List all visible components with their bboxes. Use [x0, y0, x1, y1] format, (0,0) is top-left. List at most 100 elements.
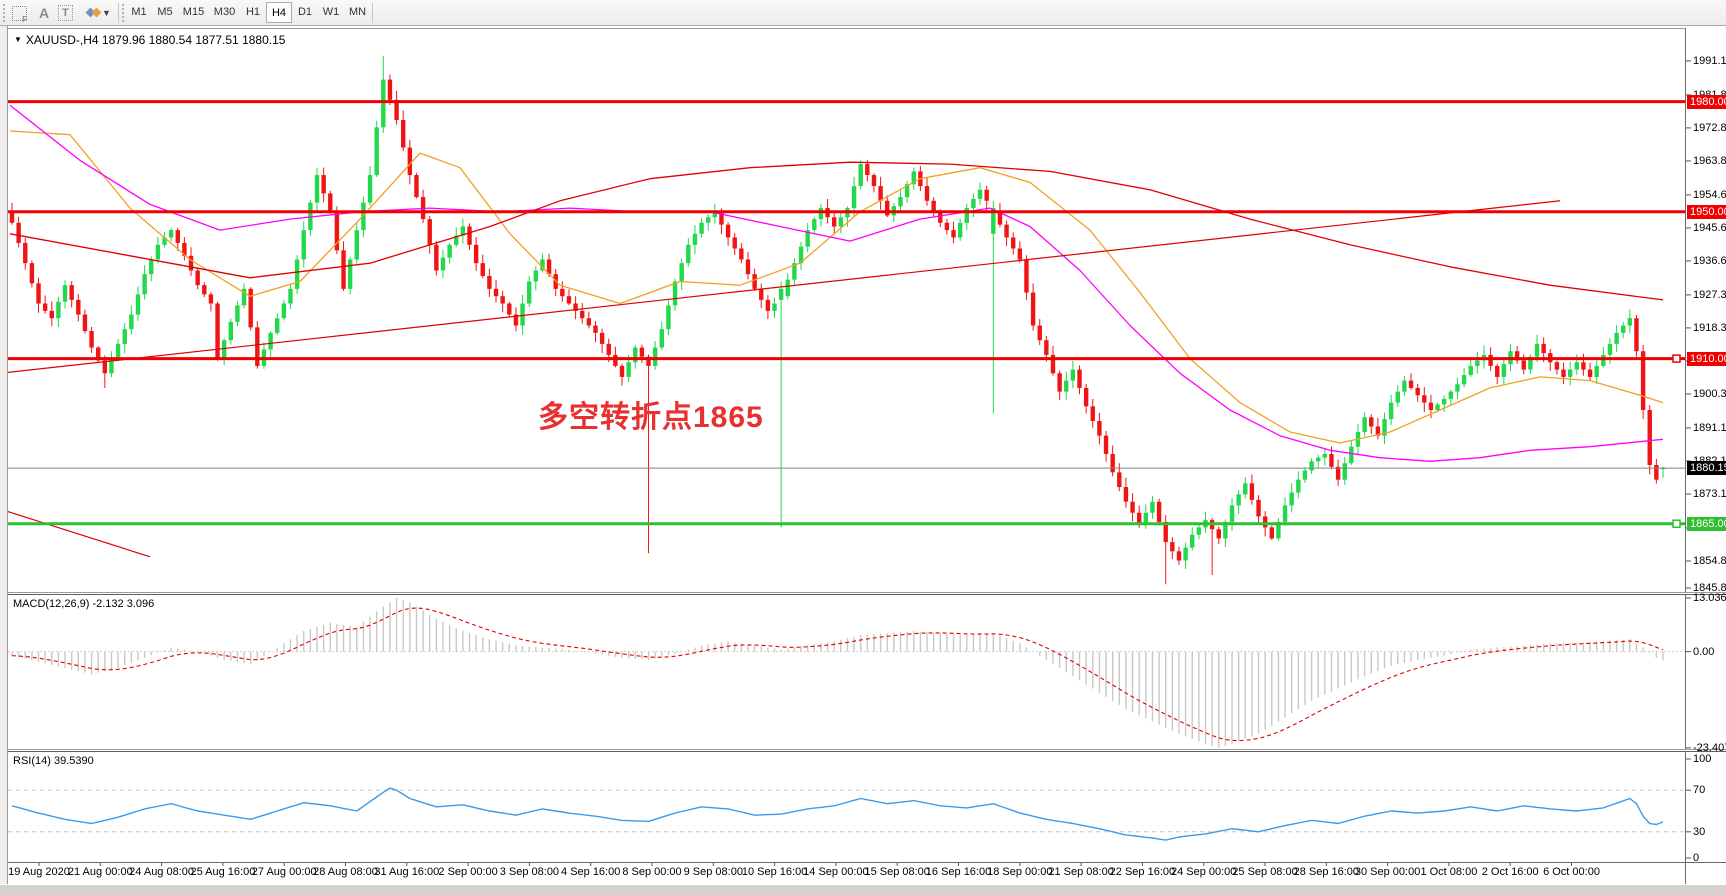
toolbar-grip[interactable]	[3, 4, 6, 22]
chart-title[interactable]: ▼ XAUUSD-,H4 1879.96 1880.54 1877.51 1880…	[14, 33, 285, 47]
chart-annotation-text[interactable]: 多空转折点1865	[538, 401, 764, 434]
trendline-1[interactable]	[0, 509, 151, 558]
candle	[361, 202, 366, 231]
candle	[812, 219, 817, 231]
time-axis-label: 28 Sep 16:00	[1293, 866, 1360, 878]
macd-axis-label: 13.036	[1693, 592, 1726, 605]
macd-histogram-bar	[1456, 651, 1459, 653]
ma-red-line[interactable]	[9, 161, 1664, 301]
text-box-icon[interactable]: T	[58, 2, 73, 24]
timeframe-button-w1[interactable]: W1	[322, 6, 340, 18]
candle	[1654, 465, 1659, 480]
candle	[1309, 461, 1314, 471]
toolbar-grip[interactable]	[122, 4, 125, 22]
macd-histogram-bar	[667, 651, 670, 656]
ma-orange-line[interactable]	[9, 130, 1664, 444]
timeframe-button-m30[interactable]: M30	[213, 6, 236, 18]
candle	[82, 314, 88, 332]
candle	[507, 303, 512, 315]
candle	[102, 360, 108, 374]
macd-histogram-bar	[190, 650, 192, 652]
macd-histogram-bar	[1317, 651, 1319, 698]
candle	[765, 299, 771, 311]
candle	[566, 296, 572, 304]
macd-histogram-bar	[1370, 651, 1372, 674]
candle	[1627, 318, 1633, 326]
macd-histogram-bar	[707, 644, 709, 652]
time-axis-label: 1 Oct 08:00	[1420, 866, 1478, 878]
macd-histogram-bar	[210, 651, 212, 656]
candle	[414, 175, 419, 198]
candle	[513, 314, 519, 326]
macd-histogram-bar	[1649, 651, 1651, 653]
candle	[778, 288, 784, 300]
macd-histogram-bar	[1536, 644, 1538, 652]
pane-separator-macd[interactable]	[8, 592, 1726, 595]
candle	[1216, 529, 1221, 539]
macd-histogram-bar	[555, 648, 557, 652]
candle	[447, 244, 452, 258]
macd-histogram-bar	[382, 606, 385, 652]
candle	[871, 175, 877, 187]
candle	[599, 332, 605, 344]
candle	[898, 197, 903, 207]
time-axis-label: 2 Sep 00:00	[438, 866, 498, 878]
hline-handle[interactable]	[1672, 354, 1681, 363]
timeframe-button-h4[interactable]: H4	[266, 2, 292, 23]
candle	[407, 147, 413, 176]
macd-histogram-bar	[1330, 651, 1333, 692]
macd-histogram-bar	[1489, 648, 1492, 652]
ma-magenta-line[interactable]	[9, 104, 1664, 462]
macd-histogram-bar	[1615, 640, 1618, 652]
macd-histogram-bar	[97, 651, 99, 673]
macd-histogram-bar	[1496, 647, 1498, 652]
macd-histogram-bar	[442, 621, 444, 652]
candle	[1256, 499, 1261, 517]
macd-histogram-bar	[1145, 651, 1147, 719]
chevron-down-icon[interactable]: ▼	[102, 8, 111, 18]
macd-histogram-bar	[760, 646, 762, 652]
grid-frame-icon[interactable]: F	[12, 2, 27, 24]
macd-histogram-bar	[1383, 651, 1386, 669]
candle	[182, 242, 187, 256]
timeframe-button-mn[interactable]: MN	[348, 6, 367, 18]
timeframe-button-m15[interactable]: M15	[182, 6, 205, 18]
main-pane[interactable]	[0, 55, 1666, 585]
timeframe-button-m1[interactable]: M1	[131, 6, 147, 18]
trendline-0[interactable]	[0, 200, 1561, 373]
text-a-icon[interactable]: A	[36, 2, 52, 24]
macd-histogram-bar	[654, 651, 656, 659]
macd-histogram-bar	[329, 622, 331, 652]
candle	[1262, 516, 1268, 528]
macd-histogram-bar	[826, 642, 829, 652]
candle	[1607, 343, 1613, 355]
hline-handle[interactable]	[1672, 519, 1681, 528]
candle	[334, 211, 340, 251]
chart-frame-top	[8, 28, 1685, 29]
pane-separator-rsi[interactable]	[8, 749, 1726, 752]
chevron-down-icon[interactable]: ▼	[14, 35, 22, 44]
macd-histogram-bar	[1039, 651, 1041, 656]
timeframe-button-m5[interactable]: M5	[157, 6, 173, 18]
toolbar-separator	[118, 3, 119, 23]
candle	[1475, 360, 1480, 366]
macd-histogram-bar	[793, 647, 796, 652]
candle	[328, 193, 333, 212]
macd-histogram-bar	[77, 651, 80, 672]
styles-icon[interactable]: ▼	[85, 2, 111, 24]
macd-pane[interactable]	[8, 598, 1685, 748]
timeframe-button-d1[interactable]: D1	[297, 6, 313, 18]
candle	[971, 198, 976, 209]
timeframe-button-h1[interactable]: H1	[245, 6, 261, 18]
macd-histogram-bar	[714, 643, 716, 652]
candle	[500, 296, 505, 304]
macd-histogram-bar	[1582, 642, 1585, 652]
macd-histogram-bar	[1072, 651, 1074, 677]
time-axis-label: 3 Sep 08:00	[499, 866, 560, 878]
candle	[805, 230, 810, 247]
macd-histogram-bar	[37, 651, 40, 662]
rsi-pane[interactable]	[8, 787, 1685, 841]
macd-histogram-bar	[1105, 651, 1107, 697]
macd-histogram-bar	[1184, 651, 1187, 737]
